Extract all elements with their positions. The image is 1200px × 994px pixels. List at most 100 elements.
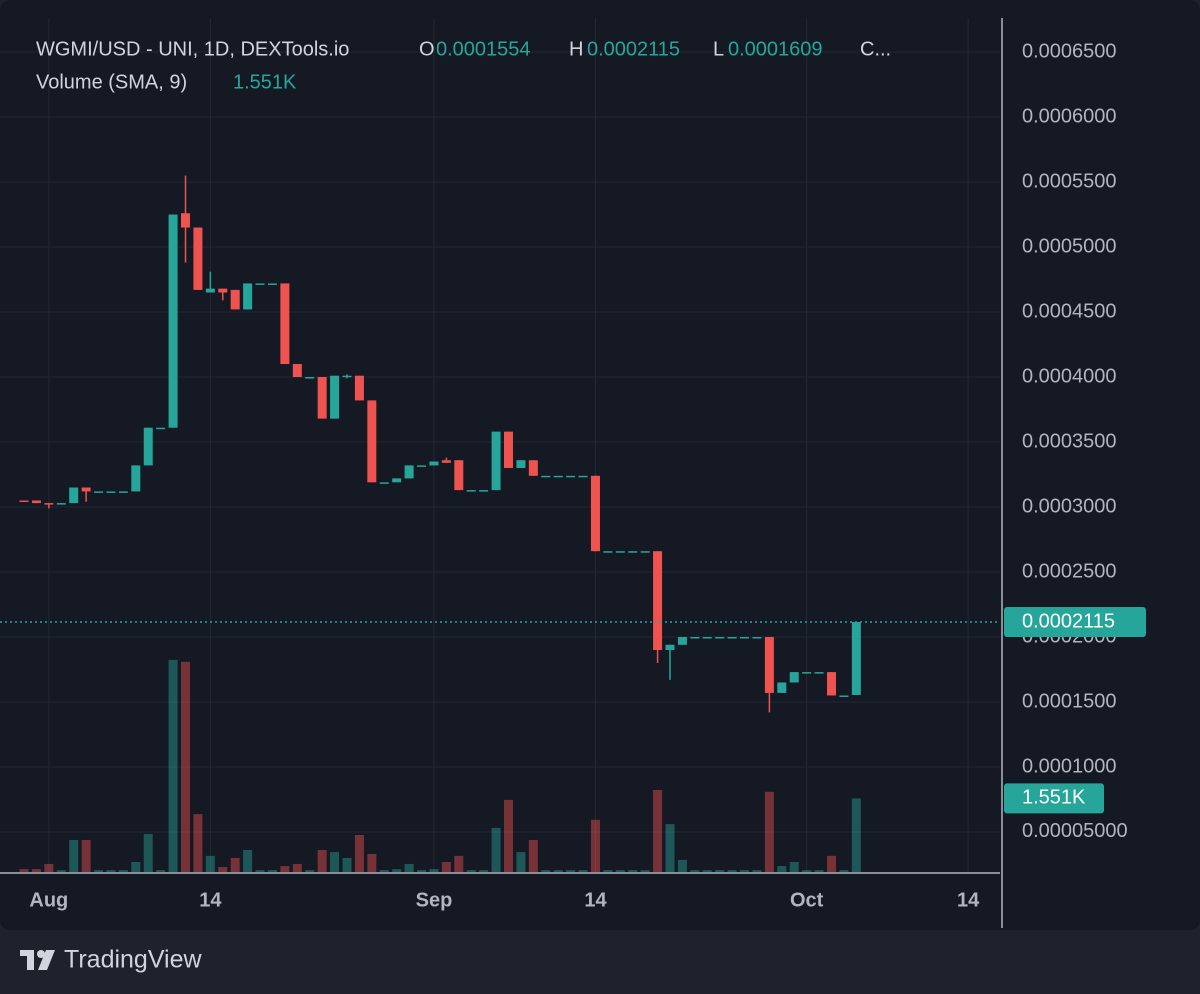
candle-body [603, 551, 613, 553]
volume-bar [280, 866, 290, 872]
volume-bar [168, 659, 178, 872]
volume-bar [156, 870, 166, 872]
candle-body [690, 636, 700, 639]
chart-panel [0, 0, 1200, 930]
grid [0, 18, 1000, 872]
candle-body [81, 487, 91, 492]
volume-bar [504, 799, 513, 872]
volume-bar [255, 870, 265, 872]
volume-bar [44, 863, 54, 872]
volume-bar [839, 870, 849, 872]
volume-bar [628, 870, 638, 872]
candles [19, 175, 861, 713]
volume-pane [19, 659, 861, 872]
candle-body [367, 400, 377, 483]
y-tick-label: 0.0005000 [1022, 235, 1117, 257]
candle-body [615, 551, 625, 553]
volume-bar [640, 870, 650, 872]
volume-bar [392, 869, 402, 872]
volume-legend: Volume (SMA, 9) [36, 71, 187, 93]
y-tick-label: 0.0003500 [1022, 430, 1117, 452]
volume-bar [516, 852, 526, 872]
candle-body [491, 431, 501, 491]
volume-bar [205, 855, 215, 872]
y-tick-label: 0.0004500 [1022, 300, 1117, 322]
volume-bar [541, 870, 551, 872]
volume-bar [827, 855, 836, 872]
logo [20, 950, 55, 970]
candle-body [56, 503, 66, 505]
volume-bar [690, 870, 700, 872]
volume-bar [367, 853, 377, 872]
volume-bar [615, 870, 625, 872]
candle-body [168, 214, 178, 428]
volume-bar [429, 869, 439, 872]
volume-bar [590, 819, 600, 872]
candle-body [553, 475, 563, 478]
candle-body [417, 465, 427, 467]
legend-value: 0.0002115 [587, 38, 680, 60]
candle-body [814, 672, 824, 674]
volume-bar [454, 855, 464, 872]
candle-body [19, 500, 29, 503]
candle-body [628, 551, 638, 553]
volume-bar [317, 849, 327, 872]
chart-title: WGMI/USD - UNI, 1D, DEXTools.io [36, 38, 349, 60]
volume-bar [379, 870, 389, 872]
y-tick-label: 0.0006500 [1022, 40, 1117, 62]
legend-value: 0.0001609 [728, 38, 823, 60]
volume-bar [802, 870, 812, 872]
candle-body [205, 288, 215, 293]
candle-body [354, 375, 364, 401]
volume-bar [665, 824, 675, 872]
candle-body [441, 460, 451, 463]
candle-body [429, 461, 439, 466]
candle-body [342, 375, 352, 378]
candle-body [466, 490, 476, 492]
candle-body [156, 427, 166, 430]
candle-body [131, 465, 141, 492]
candle-body [516, 460, 526, 469]
candle-body [280, 283, 290, 365]
candle-body [839, 695, 849, 697]
candle-body [330, 375, 340, 419]
candle-body [740, 636, 750, 639]
logo-part [37, 950, 45, 958]
volume-bar [603, 870, 613, 872]
volume-legend-value: 1.551K [233, 71, 297, 93]
candle-body [118, 491, 128, 493]
brand: TradingView [64, 946, 203, 974]
candle-body [802, 672, 812, 674]
volume-bar [131, 862, 141, 872]
volume-bar [764, 791, 774, 872]
candle-body [143, 427, 153, 466]
volume-bar [118, 870, 128, 872]
y-tick-label: 0.0002500 [1022, 560, 1117, 582]
candle-body [677, 636, 687, 645]
volume-bar [230, 858, 240, 872]
x-tick-label: Aug [29, 889, 68, 911]
candle-body [578, 475, 588, 478]
legend-value: 0.0001554 [436, 38, 531, 60]
candle-body [702, 636, 712, 639]
candle-body [218, 288, 228, 293]
candle-body [404, 465, 414, 479]
volume-bar [305, 870, 315, 872]
candle-body [317, 377, 327, 419]
volume-bar [553, 870, 563, 872]
volume-bar [789, 862, 799, 872]
candle-body [69, 487, 79, 504]
volume-bar [218, 867, 228, 872]
candle-body [44, 503, 54, 505]
volume-bar [193, 814, 203, 872]
volume-bar [441, 862, 451, 872]
y-tick-label: 0.0005500 [1022, 170, 1117, 192]
volume-badge-label: 1.551K [1022, 787, 1086, 809]
volume-bar [292, 863, 302, 872]
volume-bar [740, 870, 750, 872]
candle-body [193, 227, 203, 290]
y-tick-label: 0.0006000 [1022, 105, 1117, 127]
y-tick-label: 0.0004000 [1022, 365, 1117, 387]
